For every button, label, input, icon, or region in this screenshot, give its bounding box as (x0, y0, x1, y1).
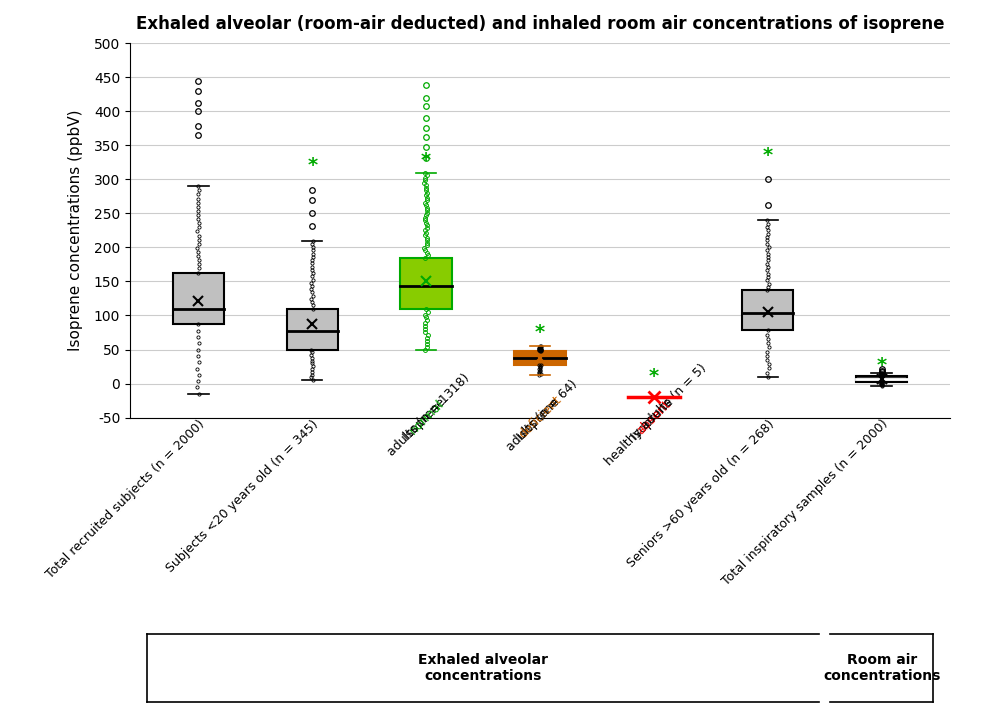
Bar (173, 273, 224, 324)
Text: Room air
concentrations: Room air concentrations (823, 653, 940, 683)
Title: Exhaled alveolar (room-air deducted) and inhaled room air concentrations of isop: Exhaled alveolar (room-air deducted) and… (136, 15, 944, 33)
Y-axis label: Isoprene concentrations (ppbV): Isoprene concentrations (ppbV) (68, 109, 83, 351)
Bar (514, 351, 566, 364)
Text: *: * (307, 156, 317, 175)
Bar (742, 290, 793, 330)
Text: adults (n = 1318): adults (n = 1318) (382, 372, 472, 462)
Text: Total recruited subjects (n = 2000): Total recruited subjects (n = 2000) (44, 418, 208, 581)
Text: Total inspiratory samples (n = 2000): Total inspiratory samples (n = 2000) (720, 418, 891, 588)
Bar (856, 376, 907, 382)
Text: healthy adults (n = 5): healthy adults (n = 5) (600, 362, 710, 472)
Text: *: * (877, 356, 887, 374)
Text: Isoprene: Isoprene (628, 393, 679, 443)
Text: normal: normal (406, 397, 447, 437)
Text: deficient: deficient (516, 393, 564, 441)
Text: *: * (421, 150, 431, 170)
Text: Isoprene: Isoprene (401, 393, 451, 443)
Text: absent: absent (635, 397, 674, 437)
Text: Isoprene: Isoprene (515, 393, 565, 443)
Bar (287, 309, 338, 349)
Text: Seniors >60 years old (n = 268): Seniors >60 years old (n = 268) (625, 418, 777, 570)
Text: *: * (535, 323, 545, 342)
Text: *: * (763, 146, 773, 165)
Text: adults (n = 64): adults (n = 64) (502, 377, 580, 456)
Text: Exhaled alveolar
concentrations: Exhaled alveolar concentrations (418, 653, 548, 683)
Text: Subjects <20 years old (n = 345): Subjects <20 years old (n = 345) (164, 418, 321, 575)
Text: *: * (649, 367, 659, 386)
Bar (400, 258, 452, 309)
